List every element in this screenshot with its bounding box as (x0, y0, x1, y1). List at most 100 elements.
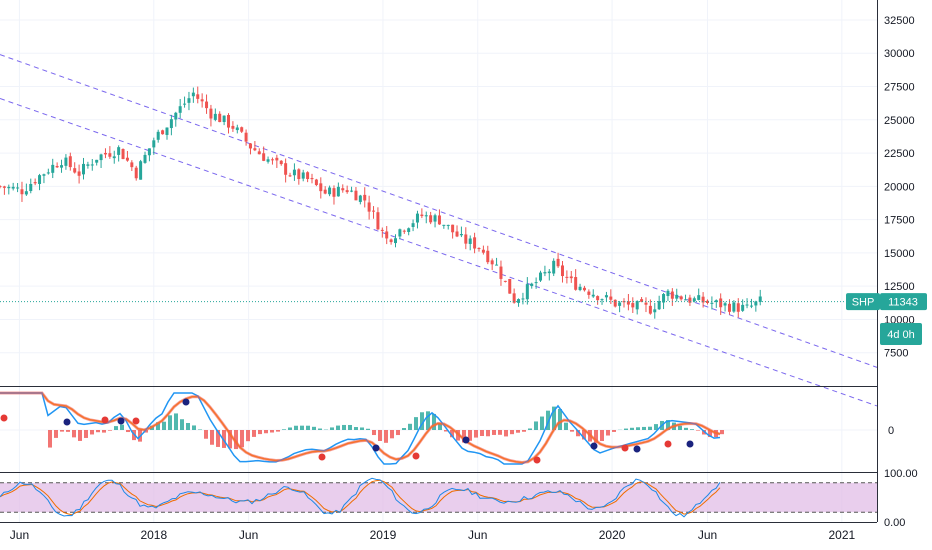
candle-body (503, 280, 507, 282)
candle-body (112, 156, 116, 159)
candle-body (714, 300, 718, 303)
candle-body (495, 264, 499, 266)
macd-histogram-bar (120, 424, 124, 430)
price-axis[interactable]: 7500100001250015000175002000022500250002… (884, 15, 915, 360)
macd-histogram-bar (372, 430, 376, 436)
candle-body (670, 291, 674, 299)
macd-histogram-bar (180, 419, 184, 430)
macd-histogram-bar (228, 430, 232, 449)
candle-body (16, 187, 20, 189)
macd-cross-marker (621, 444, 629, 452)
candle-body (701, 296, 705, 303)
candle-body (152, 140, 156, 148)
macd-histogram-bar (492, 430, 496, 435)
candle-body (372, 210, 376, 212)
y-tick-label: 30000 (884, 48, 915, 60)
candle-body (600, 299, 604, 301)
candle-body (270, 159, 274, 161)
candle-body (648, 305, 652, 314)
candle-body (358, 195, 362, 202)
candle-body (574, 277, 578, 290)
candle-body (534, 282, 538, 284)
macd-histogram-bar (642, 426, 646, 430)
candle-body (248, 143, 252, 149)
candle-body (143, 154, 147, 163)
candle-body (231, 125, 235, 129)
candle-body (591, 294, 595, 297)
candle-body (393, 238, 397, 244)
macd-histogram-bar (462, 430, 466, 443)
time-axis[interactable]: Jun 2018 Jun 2019 Jun 2020 Jun 2021 (10, 528, 856, 542)
candle-body (732, 302, 736, 312)
candle-body (310, 178, 314, 180)
macd-histogram-bar (348, 424, 352, 430)
candle-body (244, 132, 248, 142)
candle-body (183, 103, 187, 105)
macd-histogram-bar (276, 430, 280, 432)
candle-body (284, 163, 288, 175)
candle-body (200, 99, 204, 102)
macd-histogram-bar (522, 430, 526, 432)
macd-histogram-bar (66, 430, 70, 432)
macd-cross-marker (0, 414, 8, 422)
stoch-tick-label: 0.00 (884, 517, 905, 529)
x-tick-label: 2018 (140, 528, 167, 542)
macd-histogram-bar (246, 430, 250, 442)
candle-body (477, 248, 481, 250)
macd-histogram-bar (60, 430, 64, 432)
y-tick-label: 17500 (884, 215, 915, 227)
candle-body (446, 224, 450, 226)
macd-histogram-bar (240, 430, 244, 448)
stoch-k-line (0, 477, 721, 518)
macd-histogram-bar (570, 430, 574, 432)
channel-lower-line (0, 98, 878, 407)
macd-histogram-bar (438, 423, 442, 430)
countdown-badge (880, 323, 922, 345)
candle-body (262, 153, 266, 161)
candle-body (626, 301, 630, 305)
candle-body (46, 172, 50, 174)
candle-body (402, 230, 406, 232)
macd-histogram-bar (54, 430, 58, 438)
candle-body (415, 213, 419, 223)
macd-histogram-bar (450, 430, 454, 438)
macd-histogram-bar (72, 430, 76, 438)
macd-histogram-bar (234, 430, 238, 450)
candle-body (367, 202, 371, 212)
macd-cross-marker (412, 452, 420, 460)
macd-histogram-bar (258, 430, 262, 435)
candle-body (205, 101, 209, 109)
macd-histogram-bar (558, 408, 562, 430)
macd-histogram-bar (102, 430, 106, 433)
candle-body (389, 239, 393, 243)
x-tick-label: Jun (10, 528, 29, 542)
candle-body (51, 164, 55, 173)
candle-body (108, 153, 112, 157)
candle-body (640, 299, 644, 302)
macd-histogram-bar (300, 425, 304, 430)
macd-histogram-bar (414, 417, 418, 430)
candle-body (306, 172, 310, 180)
candle-body (688, 297, 692, 303)
candle-body (525, 284, 529, 300)
macd-histogram-bar (168, 415, 172, 430)
macd-histogram-bar (546, 410, 550, 430)
macd-histogram-bar (612, 430, 616, 432)
candle-body (407, 228, 411, 232)
macd-histogram-bar (78, 430, 82, 441)
macd-histogram-bar (360, 427, 364, 430)
macd-histogram-bar (270, 430, 274, 433)
candle-body (517, 299, 521, 303)
macd-histogram-bar (534, 421, 538, 430)
candle-body (341, 188, 345, 191)
candle-body (429, 215, 433, 223)
macd-histogram-bar (582, 430, 586, 440)
candle-body (253, 148, 257, 151)
candle-body (191, 92, 195, 97)
macd-histogram-bar (426, 411, 430, 430)
macd-histogram-bar (156, 422, 160, 430)
macd-histogram-bar (330, 427, 334, 430)
candle-body (758, 296, 762, 302)
macd-histogram-bar (198, 429, 202, 430)
